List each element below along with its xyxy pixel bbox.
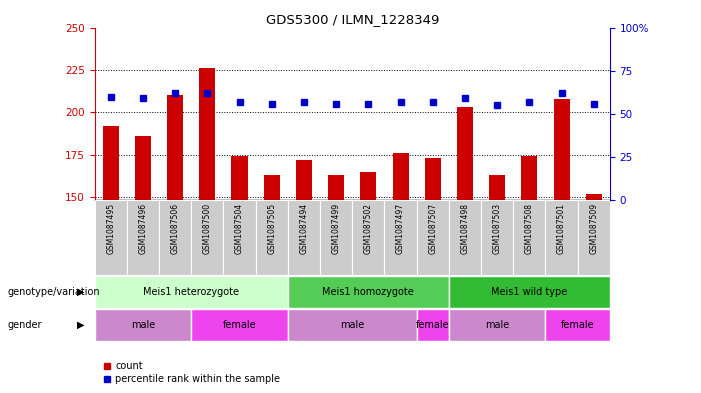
Bar [353,200,384,275]
Text: GSM1087502: GSM1087502 [364,203,373,253]
Bar [393,153,409,200]
Bar [224,200,256,275]
Text: female: female [416,320,449,330]
Bar [127,200,159,275]
Bar [522,156,538,200]
Bar [95,309,191,341]
Bar [167,95,183,200]
Bar [360,172,376,200]
Bar [231,156,247,200]
Text: male: male [340,320,365,330]
Text: GSM1087494: GSM1087494 [299,203,308,254]
Text: GSM1087504: GSM1087504 [235,203,244,254]
Bar [416,200,449,275]
Bar [256,200,288,275]
Text: GSM1087505: GSM1087505 [267,203,276,254]
Text: female: female [223,320,257,330]
Bar [296,160,312,200]
Bar [586,194,602,200]
Text: GSM1087498: GSM1087498 [461,203,470,253]
Text: Meis1 homozygote: Meis1 homozygote [322,287,414,297]
Bar [199,68,215,200]
Text: GSM1087496: GSM1087496 [138,203,147,254]
Bar [191,200,224,275]
Bar [481,200,513,275]
Text: GSM1087500: GSM1087500 [203,203,212,254]
Bar [328,175,344,200]
Bar [545,200,578,275]
Text: GSM1087503: GSM1087503 [493,203,502,254]
Bar [159,200,191,275]
Text: Meis1 wild type: Meis1 wild type [491,287,568,297]
Bar [457,107,473,200]
Bar [95,200,127,275]
Text: GSM1087508: GSM1087508 [525,203,534,253]
Text: GSM1087509: GSM1087509 [590,203,598,254]
Text: GSM1087499: GSM1087499 [332,203,341,254]
Text: male: male [485,320,510,330]
Bar [384,200,416,275]
Bar [264,175,280,200]
Bar [288,200,320,275]
Text: GSM1087497: GSM1087497 [396,203,405,254]
Bar [288,309,416,341]
Text: GSM1087501: GSM1087501 [557,203,566,253]
Bar [545,309,610,341]
Bar [489,175,505,200]
Text: female: female [561,320,594,330]
Text: genotype/variation: genotype/variation [7,287,100,297]
Bar [102,126,118,200]
Bar [449,200,481,275]
Bar [288,276,449,308]
Text: gender: gender [7,320,41,330]
Bar [449,309,545,341]
Text: ▶: ▶ [77,320,84,330]
Legend: count, percentile rank within the sample: count, percentile rank within the sample [100,358,284,388]
Bar [135,136,151,200]
Bar [95,276,288,308]
Bar [578,200,610,275]
Bar [320,200,353,275]
Bar [425,158,441,200]
Text: ▶: ▶ [77,287,84,297]
Text: male: male [131,320,155,330]
Bar [449,276,610,308]
Text: GSM1087495: GSM1087495 [107,203,115,254]
Bar [554,99,570,200]
Text: GSM1087506: GSM1087506 [170,203,179,254]
Bar [191,309,288,341]
Bar [513,200,545,275]
Bar [416,309,449,341]
Text: Meis1 heterozygote: Meis1 heterozygote [143,287,239,297]
Title: GDS5300 / ILMN_1228349: GDS5300 / ILMN_1228349 [266,13,439,26]
Text: GSM1087507: GSM1087507 [428,203,437,254]
